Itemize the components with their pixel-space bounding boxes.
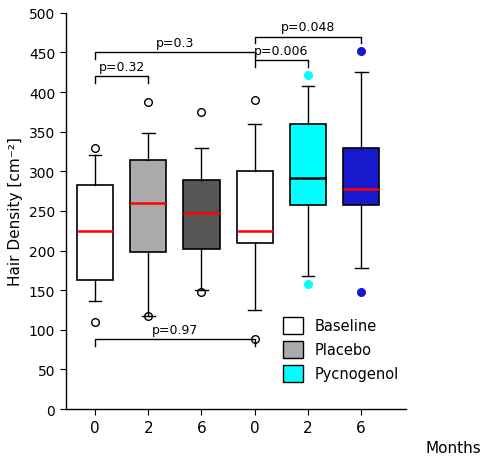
Legend: Baseline, Placebo, Pycnogenol: Baseline, Placebo, Pycnogenol: [283, 317, 399, 382]
Bar: [183, 181, 220, 250]
Bar: [77, 185, 113, 280]
Bar: [343, 148, 379, 206]
Text: p=0.97: p=0.97: [151, 324, 198, 337]
Text: p=0.048: p=0.048: [281, 21, 335, 34]
Text: p=0.3: p=0.3: [156, 37, 194, 50]
Text: p=0.32: p=0.32: [98, 61, 145, 74]
Bar: [130, 161, 166, 253]
Bar: [290, 125, 326, 205]
Y-axis label: Hair Density [cm⁻²]: Hair Density [cm⁻²]: [8, 137, 24, 286]
Bar: [237, 172, 273, 243]
Text: Months: Months: [426, 440, 482, 455]
Text: p=0.006: p=0.006: [254, 45, 309, 58]
